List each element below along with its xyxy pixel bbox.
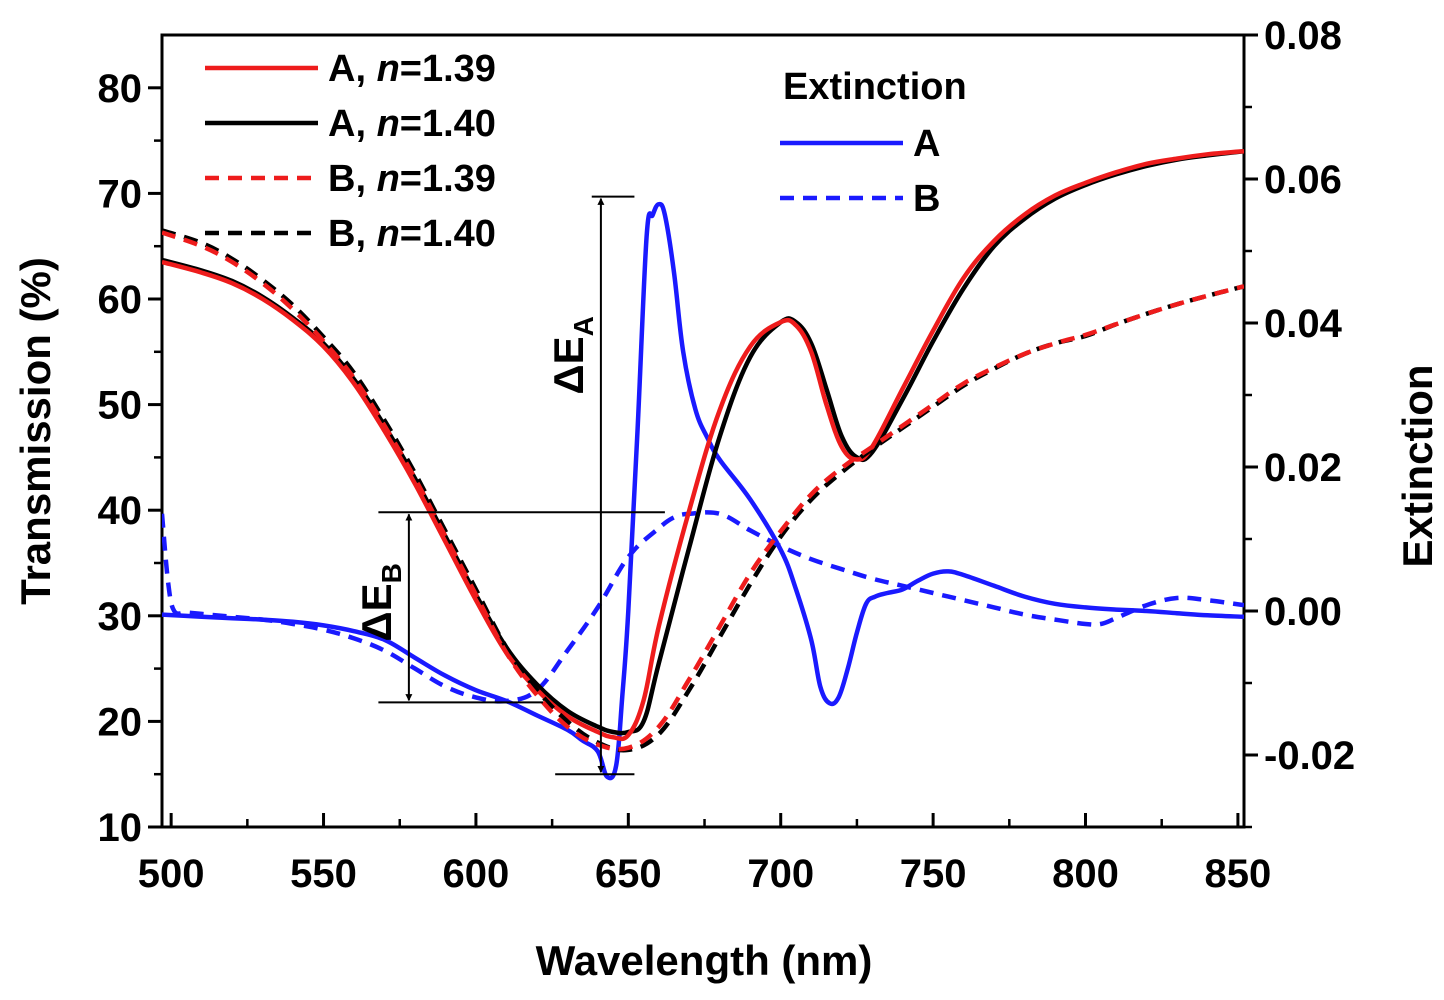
legend-extinction-item: B <box>780 178 940 220</box>
legend-label-value: =1.39 <box>400 158 496 200</box>
legend-label-var: n <box>377 103 400 145</box>
series-line-b-n-1-39 <box>162 230 1244 752</box>
x-tick-label: 650 <box>595 852 662 896</box>
delta-b-main: ΔE <box>353 583 400 641</box>
x-tick-label: 800 <box>1052 852 1119 896</box>
y2-tick-label: 0.06 <box>1264 158 1342 202</box>
legend-label-prefix: A, <box>328 103 377 145</box>
legend-label-prefix: B, <box>328 158 377 200</box>
legend-label: B, n=1.39 <box>328 158 496 200</box>
legend-item: A, n=1.40 <box>205 103 496 145</box>
legend-item: B, n=1.40 <box>205 213 496 255</box>
legend-label: A, n=1.40 <box>328 103 496 145</box>
legend-label-value: =1.40 <box>400 213 496 255</box>
series-layer <box>162 148 1244 781</box>
y-tick-label: 80 <box>98 67 143 111</box>
x-tick-label: 850 <box>1205 852 1272 896</box>
legend-label-prefix: A, <box>328 48 377 90</box>
x-tick-label: 550 <box>290 852 357 896</box>
legend-item: A, n=1.39 <box>205 48 496 90</box>
delta-b-label: ΔEB <box>353 563 407 641</box>
legend-label-prefix: B, <box>328 213 377 255</box>
legend-label-var: n <box>377 48 400 90</box>
x-axis: 500 550 600 650 700 750 800 850 <box>138 813 1272 896</box>
y2-tick-label: 0.02 <box>1264 446 1342 490</box>
legend-extinction-item: A <box>780 123 940 165</box>
y-axis-left: 10 20 30 40 50 60 70 80 <box>98 67 162 850</box>
delta-a-label: ΔEA <box>545 316 599 394</box>
series-line-extinction-a <box>162 201 1244 781</box>
legend-label-value: =1.39 <box>400 48 496 90</box>
x-axis-title: Wavelength (nm) <box>536 937 873 984</box>
series-line-b-n-1-40 <box>162 228 1244 753</box>
y-tick-label: 70 <box>98 172 143 216</box>
y-tick-label: 20 <box>98 700 143 744</box>
x-tick-label: 700 <box>747 852 814 896</box>
y2-tick-label: 0.00 <box>1264 590 1342 634</box>
y2-tick-label: 0.08 <box>1264 14 1342 58</box>
series-line-a-n-1-39 <box>162 148 1244 742</box>
y2-tick-label: 0.04 <box>1264 302 1343 346</box>
x-tick-label: 600 <box>443 852 510 896</box>
series-line-extinction-b <box>162 510 1244 704</box>
legend-label: A, n=1.39 <box>328 48 496 90</box>
y-tick-label: 40 <box>98 489 143 533</box>
delta-a-sub: A <box>568 316 599 336</box>
y2-axis-title: Extinction <box>1394 364 1441 567</box>
series-line-a-n-1-40 <box>162 148 1244 736</box>
legend-label: B, n=1.40 <box>328 213 496 255</box>
y-tick-label: 30 <box>98 595 143 639</box>
legend-label-var: n <box>377 158 400 200</box>
legend-label-value: =1.40 <box>400 103 496 145</box>
legend-extinction-label: B <box>913 178 940 220</box>
delta-a-main: ΔE <box>545 336 592 394</box>
legend-label-var: n <box>377 213 400 255</box>
y-tick-label: 10 <box>98 806 143 850</box>
delta-b-sub: B <box>376 563 407 583</box>
y-tick-label: 50 <box>98 384 143 428</box>
legend-item: B, n=1.39 <box>205 158 496 200</box>
y2-tick-label: -0.02 <box>1264 734 1355 778</box>
y-tick-label: 60 <box>98 278 143 322</box>
x-tick-label: 500 <box>138 852 205 896</box>
legend-extinction-label: A <box>913 123 940 165</box>
x-tick-label: 750 <box>900 852 967 896</box>
legend-extinction-title: Extinction <box>783 66 967 108</box>
legend-extinction: Extinction AB <box>780 66 967 220</box>
y-axis-title: Transmission (%) <box>12 257 59 605</box>
legend-transmission: A, n=1.39A, n=1.40B, n=1.39B, n=1.40 <box>205 48 496 255</box>
y-axis-right: -0.02 0.00 0.02 0.04 0.06 0.08 <box>1244 14 1355 829</box>
